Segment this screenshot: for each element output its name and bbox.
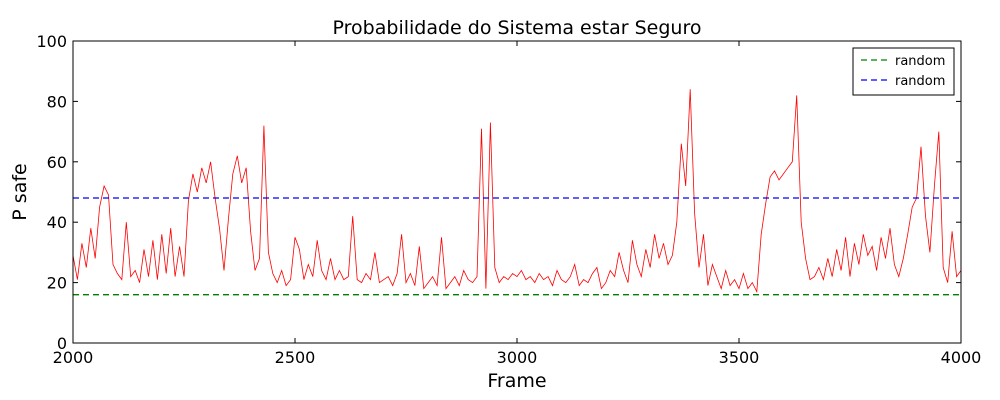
x-tick-label: 3500 — [719, 348, 760, 367]
plot-area — [73, 89, 961, 296]
x-tick-label: 3000 — [497, 348, 538, 367]
legend-label: random — [895, 54, 945, 69]
axis-ticks: 2000 2500 3000 3500 4000 0 20 40 60 80 100 — [36, 32, 981, 367]
legend: random random — [852, 47, 955, 96]
x-tick-label: 4000 — [941, 348, 982, 367]
y-tick-label: 20 — [47, 274, 67, 293]
y-tick-label: 80 — [47, 92, 67, 111]
y-tick-label: 60 — [47, 153, 67, 172]
plot-frame — [72, 40, 962, 344]
y-tick-label: 100 — [36, 32, 67, 51]
series-line-0 — [73, 89, 961, 294]
y-tick-label: 0 — [57, 334, 67, 353]
legend-box — [852, 47, 955, 96]
x-axis-label: Frame — [487, 370, 546, 392]
x-tick-label: 2000 — [53, 348, 94, 367]
legend-label: random — [895, 74, 945, 89]
y-tick-label: 40 — [47, 213, 67, 232]
x-tick-label: 2500 — [275, 348, 316, 367]
chart-title: Probabilidade do Sistema estar Seguro — [333, 17, 702, 39]
y-axis-label: P safe — [9, 163, 31, 220]
